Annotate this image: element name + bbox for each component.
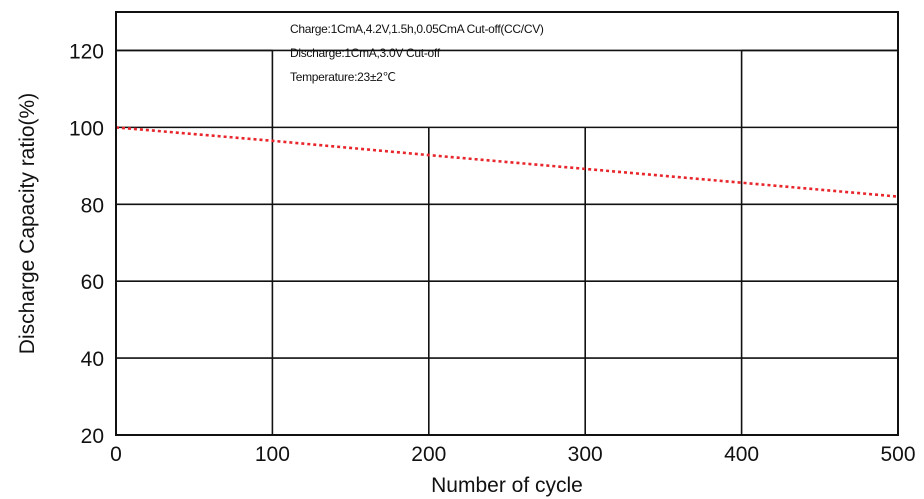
x-tick-label: 500	[880, 443, 915, 466]
y-tick-label: 40	[81, 348, 104, 371]
x-tick-label: 300	[568, 443, 603, 466]
y-tick-label: 120	[69, 40, 104, 63]
y-tick-label: 20	[81, 425, 104, 448]
note-temperature: Temperature:23±2℃	[290, 70, 396, 84]
x-tick-label: 0	[110, 443, 122, 466]
y-axis-title: Discharge Capacity ratio(%)	[16, 93, 39, 354]
x-axis-ticks: 0 100 200 300 400 500	[110, 443, 915, 466]
x-axis-title: Number of cycle	[431, 474, 583, 497]
series-line	[115, 126, 899, 198]
plot-frame	[115, 11, 899, 436]
test-conditions-note: Charge:1CmA,4.2V,1.5h,0.05CmA Cut-off(CC…	[290, 22, 544, 84]
x-tick-label: 200	[411, 443, 446, 466]
x-tick-label: 100	[255, 443, 290, 466]
note-discharge: Discharge:1CmA,3.0V Cut-off	[290, 46, 441, 60]
y-tick-label: 60	[81, 271, 104, 294]
y-axis-ticks: 20 40 60 80 100 120	[69, 40, 104, 448]
note-charge: Charge:1CmA,4.2V,1.5h,0.05CmA Cut-off(CC…	[290, 22, 544, 36]
series-layer	[115, 126, 899, 198]
x-tick-label: 400	[724, 443, 759, 466]
grid	[116, 49, 898, 435]
y-tick-label: 80	[81, 194, 104, 217]
y-tick-label: 100	[69, 117, 104, 140]
